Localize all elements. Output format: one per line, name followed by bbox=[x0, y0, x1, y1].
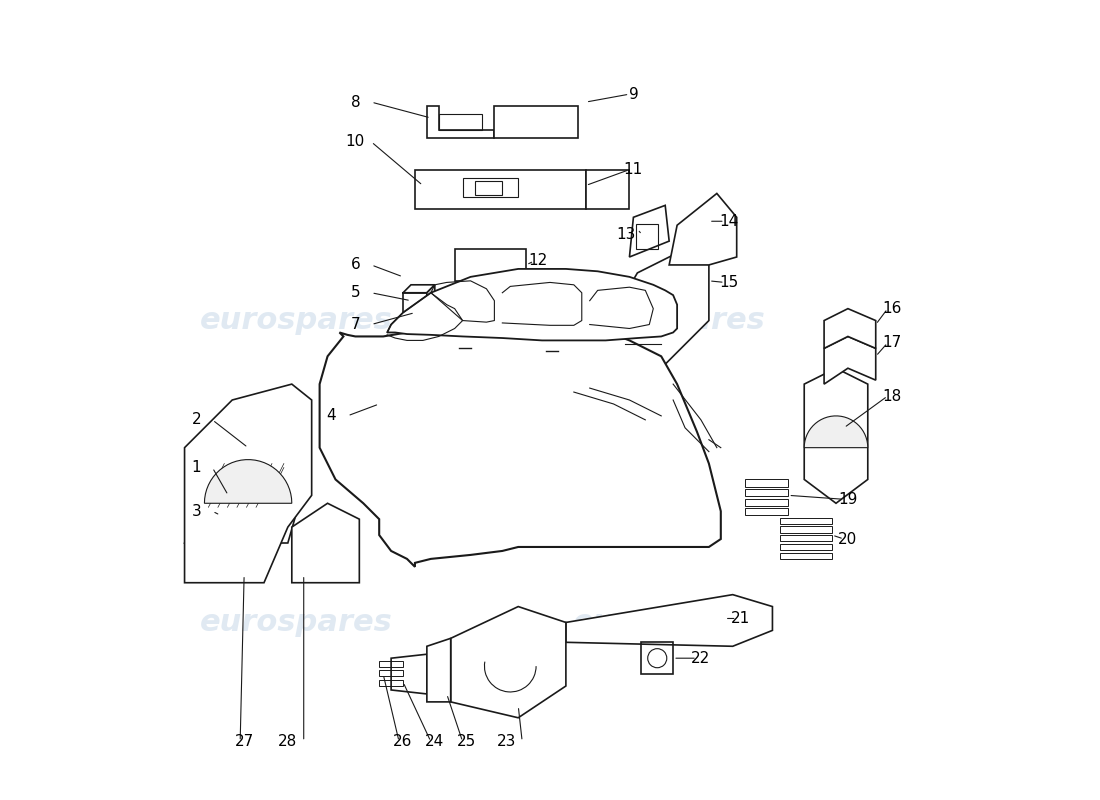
Polygon shape bbox=[804, 368, 868, 503]
Text: 28: 28 bbox=[278, 734, 297, 749]
Text: 17: 17 bbox=[882, 335, 901, 350]
Polygon shape bbox=[415, 170, 586, 210]
Bar bbox=[780, 526, 832, 533]
Bar bbox=[780, 518, 832, 524]
Polygon shape bbox=[208, 432, 292, 487]
Polygon shape bbox=[451, 606, 565, 718]
Polygon shape bbox=[320, 321, 720, 567]
Polygon shape bbox=[185, 384, 311, 582]
Polygon shape bbox=[392, 654, 427, 694]
Polygon shape bbox=[454, 249, 526, 281]
Bar bbox=[439, 114, 483, 130]
Text: 9: 9 bbox=[628, 86, 638, 102]
Bar bbox=[636, 224, 658, 249]
Bar bbox=[379, 661, 403, 667]
Polygon shape bbox=[804, 416, 868, 448]
Text: 5: 5 bbox=[351, 286, 360, 300]
Polygon shape bbox=[403, 285, 434, 293]
Bar bbox=[745, 479, 789, 486]
Text: 8: 8 bbox=[351, 94, 360, 110]
Bar bbox=[745, 498, 789, 506]
Polygon shape bbox=[669, 194, 737, 265]
Polygon shape bbox=[375, 368, 471, 424]
Bar bbox=[403, 380, 447, 412]
Bar bbox=[780, 544, 832, 550]
Text: 20: 20 bbox=[838, 531, 858, 546]
Text: 3: 3 bbox=[191, 504, 201, 518]
Polygon shape bbox=[494, 106, 578, 138]
Text: 10: 10 bbox=[345, 134, 365, 150]
Polygon shape bbox=[427, 638, 451, 702]
Bar bbox=[379, 670, 403, 677]
Text: 26: 26 bbox=[394, 734, 412, 749]
Text: 13: 13 bbox=[617, 227, 636, 242]
Text: 23: 23 bbox=[496, 734, 516, 749]
Polygon shape bbox=[387, 269, 678, 341]
Text: 19: 19 bbox=[838, 492, 858, 507]
Text: 11: 11 bbox=[624, 162, 644, 177]
Text: 6: 6 bbox=[351, 258, 360, 273]
Text: 27: 27 bbox=[234, 734, 254, 749]
Bar bbox=[780, 535, 832, 542]
Polygon shape bbox=[565, 594, 772, 646]
Text: 1: 1 bbox=[191, 460, 201, 475]
Bar bbox=[379, 680, 403, 686]
Text: 14: 14 bbox=[719, 214, 738, 229]
Bar bbox=[745, 489, 789, 496]
Polygon shape bbox=[471, 348, 491, 424]
Polygon shape bbox=[629, 206, 669, 257]
Bar bbox=[474, 181, 503, 195]
Text: 12: 12 bbox=[528, 254, 548, 269]
Text: 15: 15 bbox=[719, 275, 738, 290]
Bar bbox=[745, 508, 789, 515]
Polygon shape bbox=[824, 337, 876, 384]
Polygon shape bbox=[205, 460, 292, 503]
Text: 7: 7 bbox=[351, 317, 360, 332]
Text: 22: 22 bbox=[691, 650, 711, 666]
Polygon shape bbox=[824, 309, 876, 348]
Text: 16: 16 bbox=[882, 301, 901, 316]
Polygon shape bbox=[200, 479, 264, 511]
Polygon shape bbox=[427, 285, 434, 321]
Polygon shape bbox=[586, 170, 629, 210]
Text: 2: 2 bbox=[191, 412, 201, 427]
Polygon shape bbox=[185, 487, 304, 543]
Text: eurospares: eurospares bbox=[199, 608, 393, 637]
Text: 21: 21 bbox=[732, 611, 750, 626]
Bar bbox=[641, 642, 673, 674]
Text: 18: 18 bbox=[882, 389, 901, 403]
Bar bbox=[463, 178, 518, 198]
Text: 25: 25 bbox=[456, 734, 476, 749]
Text: eurospares: eurospares bbox=[573, 306, 766, 335]
Text: 4: 4 bbox=[327, 408, 337, 423]
Text: eurospares: eurospares bbox=[573, 608, 766, 637]
Text: 24: 24 bbox=[426, 734, 444, 749]
Bar bbox=[780, 553, 832, 559]
Polygon shape bbox=[375, 348, 491, 368]
Polygon shape bbox=[292, 503, 360, 582]
Polygon shape bbox=[609, 249, 708, 368]
Text: eurospares: eurospares bbox=[199, 306, 393, 335]
Polygon shape bbox=[427, 106, 494, 138]
